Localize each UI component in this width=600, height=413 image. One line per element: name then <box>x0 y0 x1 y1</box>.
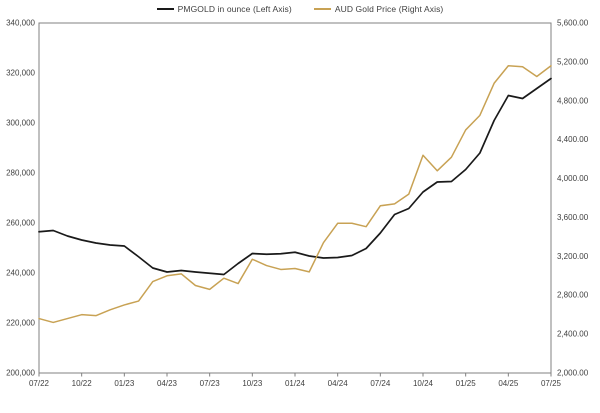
legend-item-aud-gold[interactable]: AUD Gold Price (Right Axis) <box>313 4 444 14</box>
x-axis-tick-label: 10/24 <box>413 379 434 388</box>
y-axis-right-tick-label: 3,600.00 <box>557 213 589 222</box>
y-axis-left-tick-label: 340,000 <box>6 19 35 28</box>
x-axis-tick-label: 07/23 <box>200 379 221 388</box>
x-axis-tick-label: 10/22 <box>72 379 93 388</box>
plot-area[interactable] <box>38 22 552 374</box>
x-axis-tick-label: 04/23 <box>157 379 178 388</box>
x-axis-tick-label: 07/22 <box>29 379 50 388</box>
y-axis-left-tick-label: 220,000 <box>6 319 35 328</box>
y-axis-left-tick-label: 280,000 <box>6 169 35 178</box>
y-axis-right-tick-label: 4,400.00 <box>557 135 589 144</box>
y-axis-left-tick-label: 300,000 <box>6 119 35 128</box>
x-axis-tick-label: 07/24 <box>370 379 391 388</box>
x-axis-tick-label: 01/23 <box>114 379 135 388</box>
x-axis-tick-label: 04/25 <box>498 379 519 388</box>
y-axis-right-tick-label: 2,000.00 <box>557 369 589 378</box>
chart-legend: PMGOLD in ounce (Left Axis) AUD Gold Pri… <box>0 4 600 14</box>
y-axis-right-tick-label: 2,800.00 <box>557 291 589 300</box>
y-axis-right-tick-label: 4,000.00 <box>557 174 589 183</box>
x-axis-tick-label: 01/24 <box>285 379 306 388</box>
y-axis-right-tick-label: 5,200.00 <box>557 57 589 66</box>
y-axis-right-tick-label: 4,800.00 <box>557 96 589 105</box>
y-axis-left-tick-label: 240,000 <box>6 269 35 278</box>
series-pmgold-line[interactable] <box>38 77 552 276</box>
aud-gold-line-swatch <box>313 8 331 10</box>
legend-label-aud-gold: AUD Gold Price (Right Axis) <box>334 4 444 14</box>
y-axis-right-tick-label: 5,600.00 <box>557 19 589 28</box>
x-axis-tick-label: 07/25 <box>541 379 562 388</box>
y-axis-left-tick-label: 200,000 <box>6 369 35 378</box>
legend-item-pmgold[interactable]: PMGOLD in ounce (Left Axis) <box>156 4 292 14</box>
y-axis-right-tick-label: 3,200.00 <box>557 252 589 261</box>
legend-label-pmgold: PMGOLD in ounce (Left Axis) <box>177 4 292 14</box>
y-axis-right-tick-label: 2,400.00 <box>557 330 589 339</box>
x-axis-tick-label: 10/23 <box>242 379 263 388</box>
series-aud-gold-line[interactable] <box>38 65 552 324</box>
pmgold-line-swatch <box>156 8 174 10</box>
x-axis-tick-label: 04/24 <box>328 379 349 388</box>
y-axis-left-tick-label: 320,000 <box>6 69 35 78</box>
y-axis-left-tick-label: 260,000 <box>6 219 35 228</box>
x-axis-tick-label: 01/25 <box>456 379 477 388</box>
